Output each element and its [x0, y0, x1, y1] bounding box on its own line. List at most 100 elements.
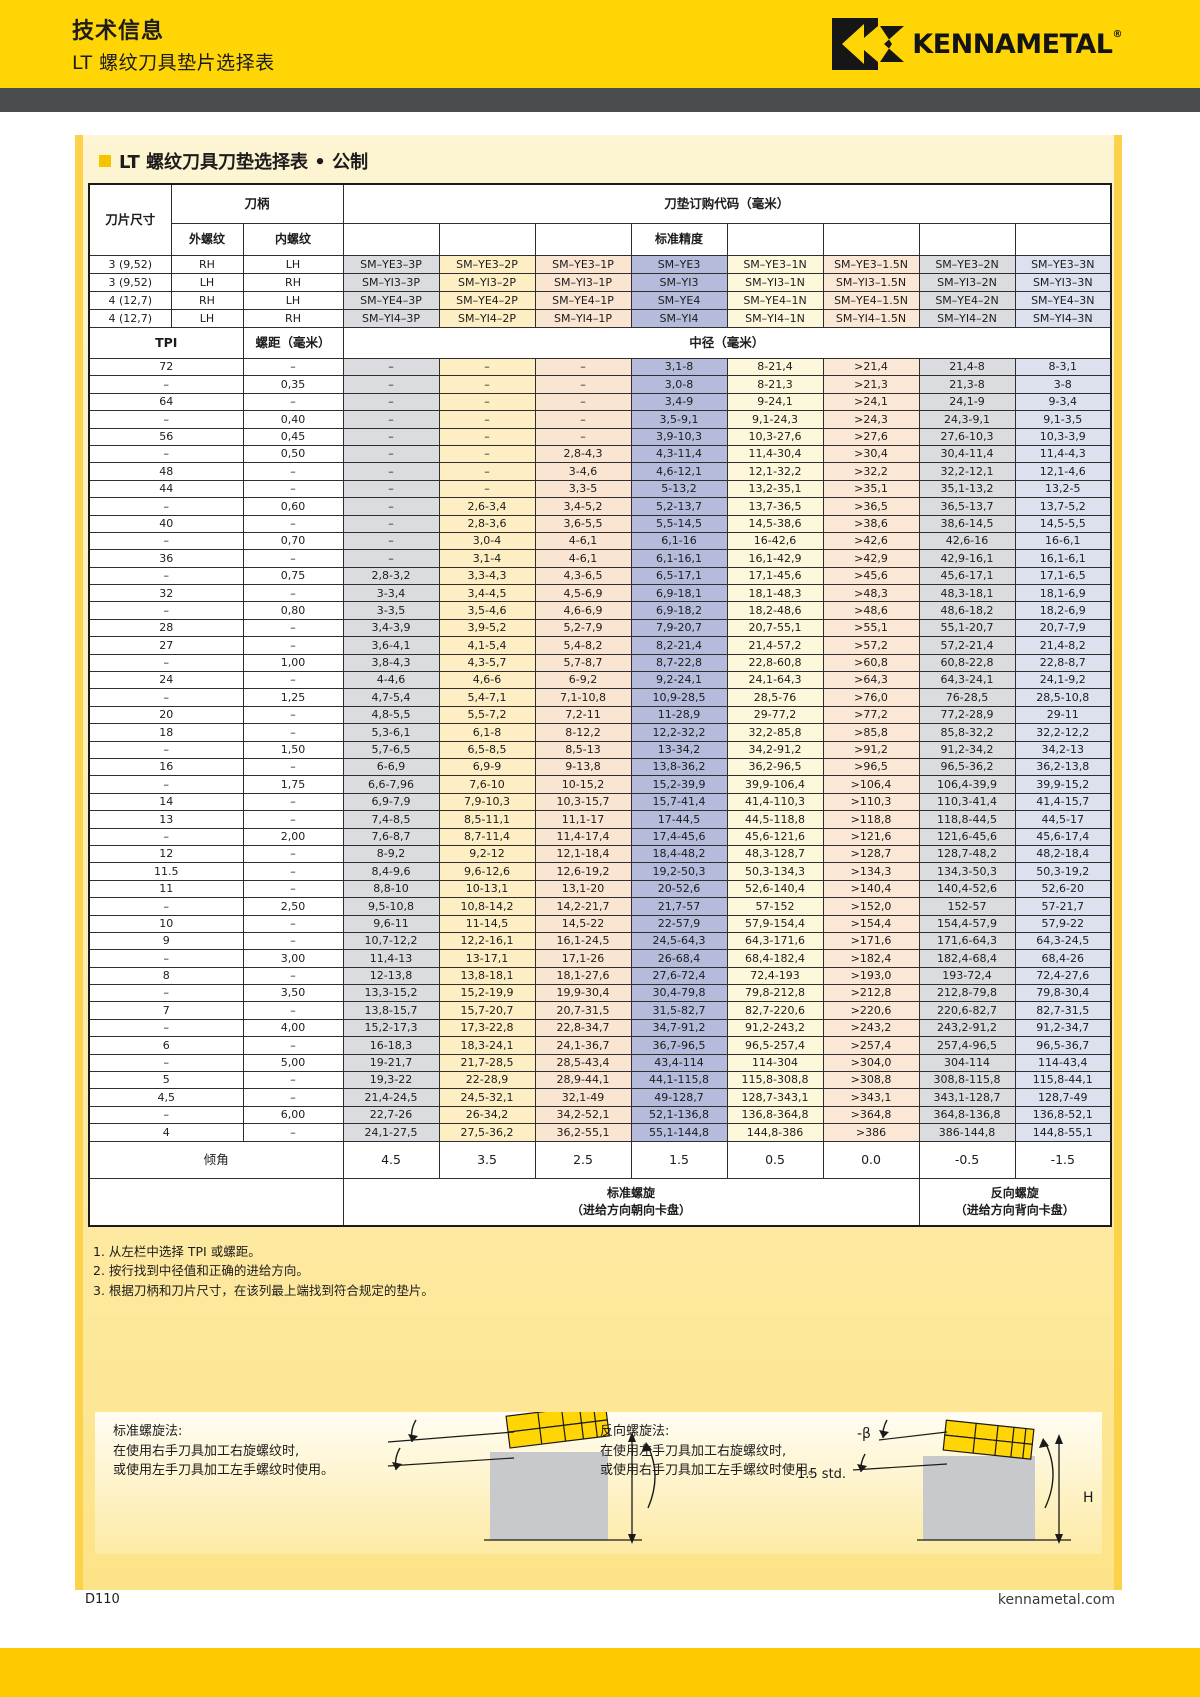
empty-header-cell [726, 223, 824, 256]
pitch-diameter-cell: 32,1-49 [534, 1088, 632, 1107]
pitch-cell: – [242, 844, 344, 864]
shim-code-cell: SM–YE3–3N [1014, 255, 1112, 274]
pitch-diameter-row: 11–8,8-10 10-13,1 13,1-20 20-52,6 52,6-140,4… [88, 879, 1112, 899]
height-label: H [1083, 1490, 1094, 1506]
instruction-line: 1. 从左栏中选择 TPI 或螺距。 [93, 1244, 261, 1259]
pitch-diameter-cell: 121,6-45,6 [918, 827, 1016, 846]
pitch-diameter-cell: 308,8-115,8 [918, 1071, 1016, 1090]
pitch-diameter-cell: 8,2-21,4 [630, 636, 728, 655]
pitch-diameter-cell: 7,2-11 [534, 705, 632, 725]
pitch-diameter-cell: 136,8-364,8 [726, 1105, 824, 1125]
tpi-cell: – [88, 1053, 244, 1073]
pitch-diameter-cell: 8,5-11,1 [438, 810, 536, 829]
pitch-diameter-cell: >38,6 [822, 514, 920, 533]
pitch-diameter-cell: – [342, 497, 440, 516]
standard-helix-description: 标准螺旋法: 在使用右手刀具加工右旋螺纹时, 或使用左手刀具加工左手螺纹时使用。 [113, 1422, 423, 1481]
pitch-diameter-cell: 10,8-14,2 [438, 897, 536, 916]
tpi-cell: 11.5 [88, 862, 244, 881]
pitch-diameter-row: –0,75 2,8-3,2 3,3-4,3 4,3-6,5 6,5-17,1 17,1-4… [88, 566, 1112, 586]
pitch-diameter-cell: 20-52,6 [630, 879, 728, 899]
pitch-diameter-row: 72– – – –3,1-8 8-21,4 >21,4 21,4-8 8-3,1 [88, 357, 1112, 377]
pitch-diameter-cell: 8-3,1 [1014, 357, 1112, 377]
pitch-cell: – [242, 1001, 344, 1020]
tpi-cell: 64 [88, 392, 244, 412]
pitch-diameter-cell: 4,1-5,4 [438, 636, 536, 655]
pitch-diameter-cell: 21,7-28,5 [438, 1053, 536, 1073]
external-thread-header: 外螺纹 [170, 223, 244, 256]
pitch-diameter-cell: 4-4,6 [342, 671, 440, 690]
pitch-diameter-cell: 26-34,2 [438, 1105, 536, 1125]
pitch-diameter-cell: 128,7-343,1 [726, 1088, 824, 1107]
website-link[interactable]: kennametal.com [997, 1592, 1115, 1608]
pitch-diameter-cell: >110,3 [822, 792, 920, 812]
pitch-diameter-cell: 10,3-3,9 [1014, 427, 1112, 446]
pitch-diameter-cell: 10,3-15,7 [534, 792, 632, 812]
pitch-diameter-cell: 3,6-5,5 [534, 514, 632, 533]
pitch-diameter-cell: 55,1-20,7 [918, 618, 1016, 638]
pitch-diameter-cell: >128,7 [822, 844, 920, 864]
pitch-diameter-cell: 4,8-5,5 [342, 705, 440, 725]
pitch-diameter-cell: 5,5-14,5 [630, 514, 728, 533]
empty-header-cell [438, 223, 536, 256]
pitch-diameter-cell: 12,2-16,1 [438, 931, 536, 951]
shim-code-cell: SM–YE3–2N [918, 255, 1016, 274]
pitch-diameter-cell: 57-152 [726, 897, 824, 916]
pitch-diameter-cell: 154,4-57,9 [918, 914, 1016, 933]
pitch-diameter-cell: 82,7-220,6 [726, 1001, 824, 1020]
pitch-diameter-cell: 36,2-96,5 [726, 757, 824, 777]
pitch-diameter-cell: 15,2-17,3 [342, 1018, 440, 1038]
shim-code-cell: SM–YE3–1N [726, 255, 824, 274]
pitch-diameter-cell: 9,2-12 [438, 844, 536, 864]
tpi-cell: 6 [88, 1036, 244, 1055]
pitch-diameter-cell: 21,3-8 [918, 375, 1016, 394]
pitch-diameter-cell: 8,4-9,6 [342, 862, 440, 881]
pitch-diameter-cell: 140,4-52,6 [918, 879, 1016, 899]
pitch-diameter-cell: 22-28,9 [438, 1071, 536, 1090]
pitch-diameter-cell: 171,6-64,3 [918, 931, 1016, 951]
pitch-diameter-cell: 6,6-7,96 [342, 775, 440, 794]
pitch-diameter-cell: 12,6-19,2 [534, 862, 632, 881]
pitch-diameter-cell: >118,8 [822, 810, 920, 829]
pitch-cell: – [242, 549, 344, 568]
pitch-diameter-cell: – [534, 375, 632, 394]
pitch-diameter-cell: 7,4-8,5 [342, 810, 440, 829]
pitch-cell: 0,80 [242, 601, 344, 620]
pitch-diameter-cell: 21,4-8,2 [1014, 636, 1112, 655]
pitch-cell: – [242, 357, 344, 377]
pitch-diameter-row: 7–13,8-15,7 15,7-20,7 20,7-31,5 31,5-82,7 82… [88, 1001, 1112, 1020]
insert-size-cell: 3 (9,52) [88, 273, 172, 292]
reverse-helix-diagram: -β 1.5 std. H [797, 1419, 1094, 1544]
pitch-diameter-cell: 343,1-128,7 [918, 1088, 1016, 1107]
pitch-diameter-cell: – [342, 375, 440, 394]
pitch-diameter-cell: 6,5-8,5 [438, 740, 536, 759]
inclination-angle-label: 倾角 [88, 1140, 344, 1179]
pitch-diameter-cell: 7,6-10 [438, 775, 536, 794]
pitch-diameter-cell: 50,3-19,2 [1014, 862, 1112, 881]
pitch-diameter-cell: 9-3,4 [1014, 392, 1112, 412]
pitch-diameter-cell: 68,4-26 [1014, 949, 1112, 968]
pitch-cell: – [242, 723, 344, 742]
reverse-helix-method-line1: 在使用左手刀具加工右旋螺纹时, [600, 1443, 787, 1459]
pitch-diameter-cell: >106,4 [822, 775, 920, 794]
internal-thread-header: 内螺纹 [242, 223, 344, 256]
pitch-diameter-cell: 110,3-41,4 [918, 792, 1016, 812]
pitch-diameter-cell: 76-28,5 [918, 688, 1016, 707]
pitch-diameter-cell: 44,1-115,8 [630, 1071, 728, 1090]
pitch-cell: 0,35 [242, 375, 344, 394]
pitch-cell: 0,45 [242, 427, 344, 446]
pitch-diameter-cell: 3,4-3,9 [342, 618, 440, 638]
pitch-diameter-cell: 32,2-12,2 [1014, 723, 1112, 742]
pitch-diameter-cell: 9-24,1 [726, 392, 824, 412]
pitch-diameter-cell: 257,4-96,5 [918, 1036, 1016, 1055]
doc-title: 技术信息 [72, 19, 165, 44]
pitch-diameter-cell: 16-42,6 [726, 531, 824, 551]
pitch-diameter-cell: 77,2-28,9 [918, 705, 1016, 725]
pitch-cell: 0,50 [242, 444, 344, 464]
pitch-diameter-cell: 3,4-4,5 [438, 584, 536, 603]
header-row-sub: 外螺纹 内螺纹 标准精度 [89, 223, 1112, 256]
reverse-helix-sub: （进给方向背向卡盘） [954, 1202, 1075, 1217]
pitch-diameter-cell: 8-9,2 [342, 844, 440, 864]
shim-code-cell: SM–YI4 [630, 309, 728, 328]
pitch-diameter-cell: 6,9-18,1 [630, 584, 728, 603]
pitch-diameter-cell: 364,8-136,8 [918, 1105, 1016, 1125]
